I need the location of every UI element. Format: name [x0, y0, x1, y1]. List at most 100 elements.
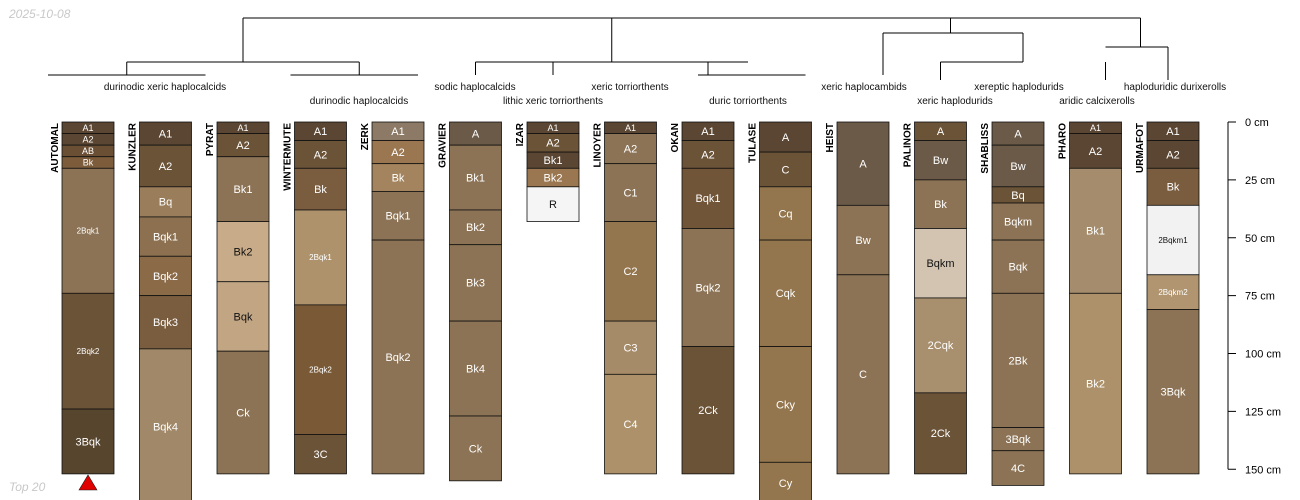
horizon-urmafot-2bqkm1	[1146, 204, 1200, 276]
horizon-tulase-c	[759, 151, 812, 188]
horizon-label: Bqk4	[153, 421, 178, 433]
horizon-label: A1	[547, 123, 558, 133]
horizon-label: Bk1	[234, 184, 253, 196]
profile-name-okan: OKAN	[670, 123, 681, 152]
horizon-pyrat-ck	[216, 350, 270, 475]
footer-label: Top 20	[9, 480, 46, 494]
horizon-pyrat-bk2	[216, 221, 270, 283]
horizon-gravier-bk3	[449, 244, 502, 322]
horizon-shabliss-bw	[991, 144, 1045, 188]
horizon-gravier-bk2	[449, 209, 502, 246]
horizon-label: 2Ck	[698, 405, 718, 417]
horizon-tulase-cy	[759, 461, 812, 500]
profile-name-zerk: ZERK	[360, 122, 371, 150]
horizon-label: A	[937, 126, 945, 138]
horizon-label: A1	[1090, 123, 1101, 133]
profile-name-gravier: GRAVIER	[438, 122, 449, 168]
horizon-label: Bk	[83, 158, 94, 168]
horizon-tulase-a	[759, 121, 812, 153]
profile-name-palinor: PALINOR	[903, 122, 914, 167]
horizon-label: Ck	[469, 443, 483, 455]
horizon-palinor-bqkm	[914, 228, 967, 299]
taxonomy-label-4: xeric torriorthents	[591, 82, 668, 93]
horizon-shabliss-bqkm	[991, 202, 1045, 241]
horizon-label: 3Bqk	[1005, 434, 1031, 446]
horizon-label: 2Bqk1	[77, 227, 100, 236]
horizon-label: 3C	[313, 449, 327, 461]
horizon-label: 2Bqkm1	[1158, 236, 1188, 245]
horizon-label: Bw	[1010, 161, 1025, 173]
horizon-label: 2Bqk1	[309, 253, 332, 262]
horizon-label: C	[859, 369, 867, 381]
horizon-label: R	[549, 199, 557, 211]
horizon-pyrat-bqk	[216, 281, 270, 352]
horizon-label: 2Bqk2	[309, 366, 332, 375]
horizon-label: Bk4	[466, 363, 485, 375]
horizon-label: A	[859, 159, 867, 171]
horizon-kunzler-bq	[139, 186, 192, 218]
horizon-label: Bk2	[466, 222, 485, 234]
horizon-label: Cqk	[776, 288, 796, 300]
horizon-label: Bw	[855, 235, 870, 247]
horizon-label: A	[472, 128, 480, 140]
horizon-label: Bw	[933, 155, 948, 167]
horizon-label: A2	[82, 135, 93, 145]
horizon-label: Bqk2	[385, 352, 410, 364]
horizon-linoyer-a2	[604, 133, 657, 165]
horizon-gravier-ck	[449, 415, 502, 482]
horizon-label: 2Bqk2	[77, 347, 100, 356]
depth-tick-label: 150 cm	[1245, 464, 1281, 476]
horizon-label: 4C	[1011, 463, 1025, 475]
horizon-okan-bqk1	[681, 167, 735, 229]
taxonomy-label-10: haploduridic durixerolls	[1124, 82, 1226, 93]
marker-triangle	[78, 474, 98, 491]
profile-name-pyrat: PYRAT	[205, 123, 216, 156]
horizon-label: A2	[546, 138, 559, 150]
taxonomy-label-3: lithic xeric torriorthents	[503, 96, 603, 107]
horizon-tulase-cq	[759, 186, 812, 241]
horizon-label: Cy	[779, 478, 793, 490]
profile-name-wintermute: WINTERMUTE	[283, 123, 294, 191]
horizon-label: A2	[1089, 146, 1102, 158]
horizon-label: 3Bqk	[1160, 387, 1186, 399]
horizon-automal-3bqk	[61, 408, 115, 475]
horizon-wintermute-2bqk1	[294, 209, 347, 306]
profile-name-automal: AUTOMAL	[50, 123, 61, 173]
horizon-label: A1	[314, 126, 327, 138]
horizon-palinor-2ck	[914, 392, 967, 475]
horizon-linoyer-c1	[604, 163, 657, 222]
horizon-label: Bqkm	[926, 258, 954, 270]
horizon-kunzler-bqk1	[139, 216, 192, 257]
horizon-label: Bq	[1011, 190, 1024, 202]
horizon-label: A	[782, 132, 790, 144]
horizon-pyrat-bk1	[216, 156, 270, 222]
horizon-urmafot-3bqk	[1146, 309, 1200, 475]
horizon-shabliss-4c	[991, 450, 1045, 486]
horizon-kunzler-bqk2	[139, 255, 192, 297]
horizon-zerk-bqk2	[371, 239, 425, 475]
profile-name-kunzler: KUNZLER	[128, 122, 139, 171]
horizon-label: Bqk3	[153, 317, 178, 329]
horizon-label: A1	[82, 123, 93, 133]
taxonomy-label-8: xereptic haplodurids	[974, 82, 1064, 93]
taxonomy-label-2: sodic haplocalcids	[434, 82, 515, 93]
horizon-label: A1	[391, 126, 404, 138]
horizon-heist-c	[836, 274, 890, 475]
horizon-label: Bq	[159, 197, 172, 209]
horizon-label: A1	[625, 123, 636, 133]
horizon-label: A2	[236, 140, 249, 152]
horizon-linoyer-c3	[604, 320, 657, 375]
depth-tick-label: 75 cm	[1245, 291, 1275, 303]
horizon-label: Bqk2	[695, 282, 720, 294]
horizon-tulase-cqk	[759, 239, 812, 347]
horizon-pharo-a2	[1069, 133, 1122, 169]
horizon-label: C2	[623, 266, 637, 278]
taxonomy-label-5: duric torriorthents	[709, 96, 787, 107]
horizon-label: Bk	[934, 199, 947, 211]
profile-name-izar: IZAR	[515, 122, 526, 146]
depth-tick-label: 0 cm	[1245, 117, 1269, 129]
horizon-linoyer-c2	[604, 221, 657, 322]
depth-tick-label: 25 cm	[1245, 175, 1275, 187]
profile-name-tulase: TULASE	[748, 123, 759, 163]
